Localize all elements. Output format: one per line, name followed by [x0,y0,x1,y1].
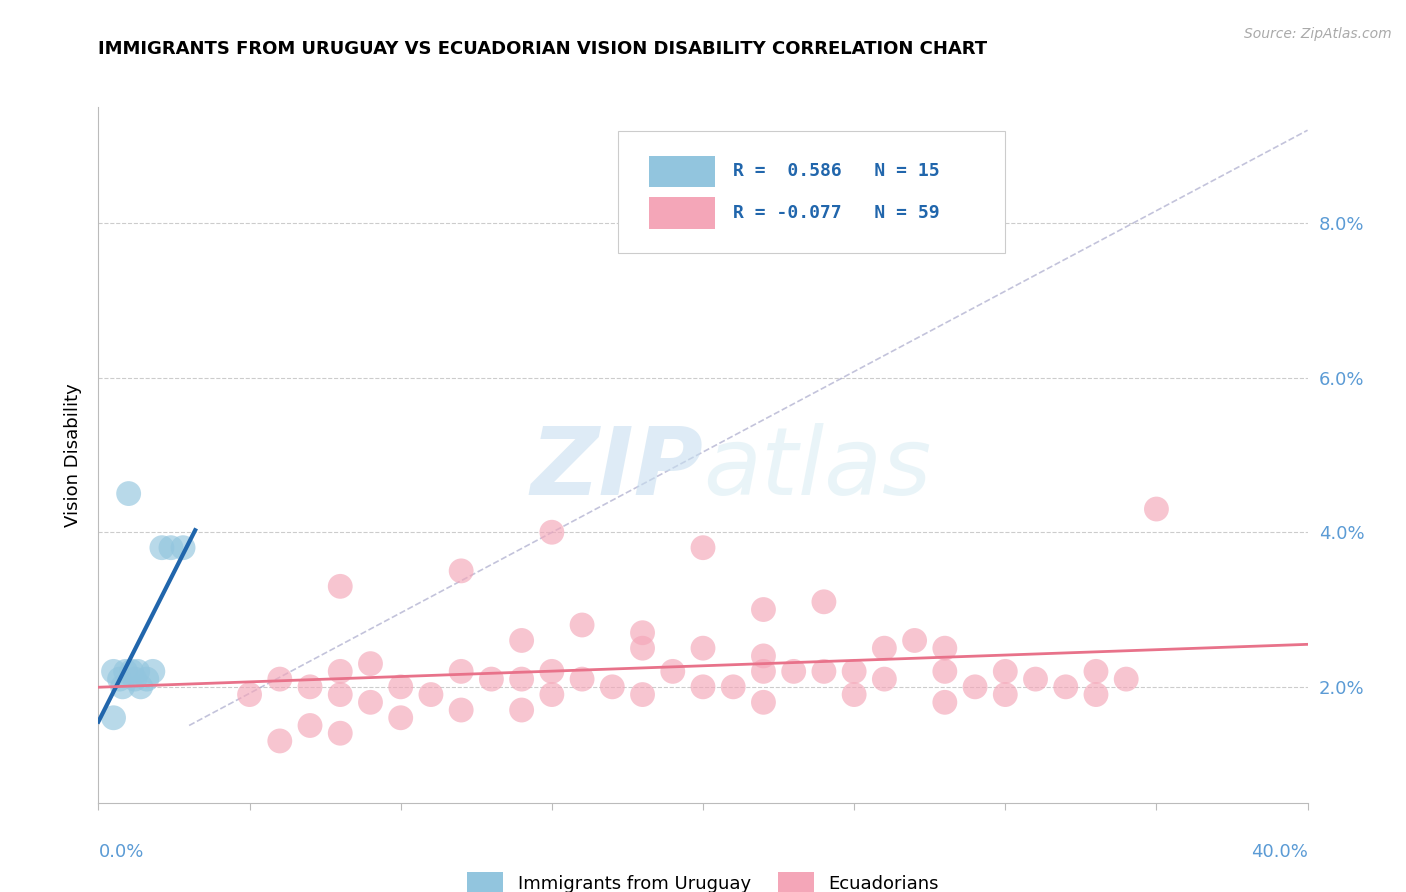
Point [602,680,624,694]
Point [813,595,835,609]
Point [142,665,165,679]
Point [160,541,183,555]
Point [934,641,956,656]
Point [782,665,804,679]
Point [419,688,441,702]
Point [239,688,262,702]
Point [1085,665,1108,679]
Point [873,672,896,686]
Point [450,665,472,679]
Point [692,541,714,555]
Text: 40.0%: 40.0% [1251,843,1308,861]
Legend: Immigrants from Uruguay, Ecuadorians: Immigrants from Uruguay, Ecuadorians [460,865,946,892]
Point [103,665,125,679]
Text: Source: ZipAtlas.com: Source: ZipAtlas.com [1244,27,1392,41]
Point [510,672,533,686]
Point [481,672,503,686]
Point [510,633,533,648]
Point [631,625,654,640]
Point [1144,502,1167,516]
Point [873,641,896,656]
Point [111,680,134,694]
Point [904,633,927,648]
Text: atlas: atlas [703,424,931,515]
Point [124,672,146,686]
Point [127,665,149,679]
Text: R =  0.586   N = 15: R = 0.586 N = 15 [734,162,939,180]
Y-axis label: Vision Disability: Vision Disability [63,383,82,527]
Text: 0.0%: 0.0% [98,843,143,861]
Point [108,672,131,686]
Point [121,665,143,679]
Point [114,665,136,679]
Point [994,688,1017,702]
Text: R = -0.077   N = 59: R = -0.077 N = 59 [734,203,939,222]
Point [269,734,291,748]
Point [389,680,412,694]
Point [329,726,352,740]
Point [540,688,562,702]
Point [1054,680,1077,694]
Point [510,703,533,717]
Point [129,680,152,694]
Point [934,665,956,679]
Point [103,711,125,725]
Point [329,579,352,593]
Point [172,541,194,555]
Point [540,525,562,540]
Point [150,541,173,555]
Point [813,665,835,679]
Point [752,695,775,709]
Point [299,718,322,732]
Point [692,680,714,694]
Point [389,711,412,725]
Point [329,688,352,702]
FancyBboxPatch shape [648,197,716,228]
Point [329,665,352,679]
Point [844,688,866,702]
Point [994,665,1017,679]
Text: IMMIGRANTS FROM URUGUAY VS ECUADORIAN VISION DISABILITY CORRELATION CHART: IMMIGRANTS FROM URUGUAY VS ECUADORIAN VI… [98,40,987,58]
Point [571,618,593,632]
Point [135,672,157,686]
Point [752,665,775,679]
Point [752,602,775,616]
Point [631,688,654,702]
Point [844,665,866,679]
Point [631,641,654,656]
Point [450,564,472,578]
FancyBboxPatch shape [648,156,716,187]
Point [450,703,472,717]
Point [299,680,322,694]
Point [118,486,141,500]
Point [269,672,291,686]
Point [360,695,382,709]
Point [1024,672,1046,686]
Text: ZIP: ZIP [530,423,703,515]
Point [540,665,562,679]
Point [692,641,714,656]
Point [965,680,987,694]
Point [1115,672,1137,686]
Point [934,695,956,709]
Point [1085,688,1108,702]
FancyBboxPatch shape [619,131,1005,253]
Point [661,665,683,679]
Point [752,648,775,663]
Point [571,672,593,686]
Point [360,657,382,671]
Point [721,680,744,694]
